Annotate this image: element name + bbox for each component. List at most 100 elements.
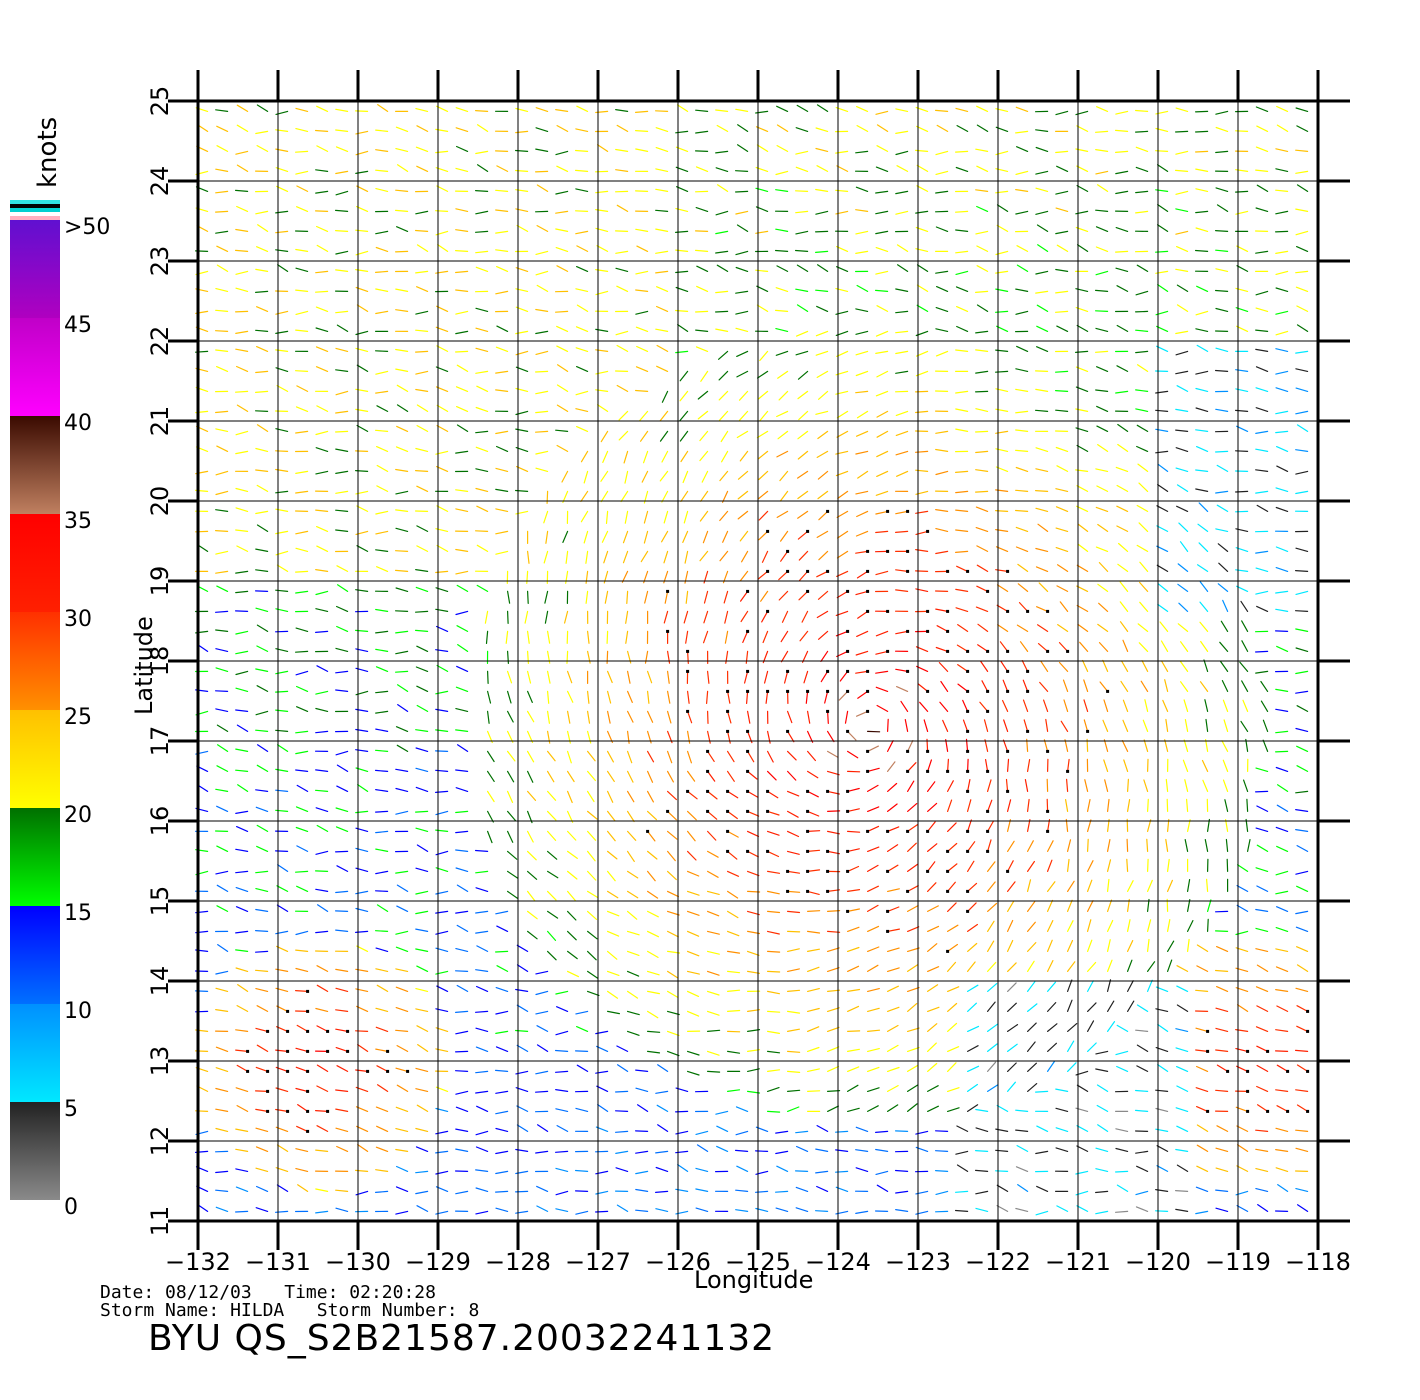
wind-vector [1056, 1205, 1069, 1213]
wind-vector [235, 769, 249, 773]
wind-vector [1119, 621, 1129, 633]
wind-vector [1183, 739, 1189, 753]
wind-vector [516, 1124, 529, 1133]
wind-vector [1095, 1210, 1109, 1215]
wind-vector [766, 890, 780, 895]
wind-vector [1035, 346, 1049, 352]
wind-vector [455, 970, 469, 973]
wind-vector [255, 548, 269, 553]
wind-vector [1106, 798, 1110, 813]
wind-vector [786, 850, 800, 855]
wind-vector [814, 230, 829, 233]
lat-tick-label: 14 [146, 966, 174, 997]
wind-vector [926, 1006, 940, 1013]
wind-vector [586, 970, 599, 979]
wind-vector [1295, 470, 1309, 475]
wind-vector [846, 865, 860, 873]
wind-vector [1246, 798, 1249, 813]
wind-vector [706, 770, 716, 782]
rain-flag-marker [726, 849, 730, 853]
wind-vector [655, 1166, 669, 1173]
wind-vector [935, 1190, 949, 1196]
wind-vector [1205, 718, 1209, 733]
wind-vector [1106, 838, 1111, 853]
rain-flag-marker [806, 689, 810, 693]
wind-vector [315, 608, 329, 613]
wind-vector [855, 1149, 869, 1153]
wind-vector [946, 986, 960, 993]
wind-vector [957, 663, 969, 673]
wind-vector [295, 627, 309, 633]
wind-vector [1214, 450, 1229, 453]
wind-vector [836, 530, 849, 539]
wind-vector [565, 570, 569, 584]
rain-flag-marker [1006, 689, 1010, 693]
wind-vector [1255, 670, 1269, 674]
wind-vector [1098, 602, 1109, 613]
wind-vector [395, 1127, 409, 1133]
wind-vector [1175, 429, 1189, 432]
wind-vector [646, 970, 660, 976]
wind-vector [715, 167, 729, 172]
wind-vector [595, 349, 609, 352]
wind-vector [1099, 681, 1109, 693]
wind-vector [255, 789, 269, 793]
wind-vector [1174, 130, 1189, 133]
wind-vector [1076, 585, 1089, 593]
wind-vector [836, 590, 849, 599]
wind-vector [826, 1065, 840, 1073]
rain-flag-marker [946, 609, 950, 613]
wind-vector [1122, 699, 1129, 713]
wind-vector [1066, 1062, 1077, 1073]
wind-vector [846, 946, 860, 953]
wind-vector [1086, 1042, 1097, 1053]
wind-vector [1126, 880, 1134, 893]
wind-vector [755, 110, 769, 114]
wind-vector [626, 770, 634, 783]
wind-vector [923, 719, 929, 733]
wind-vector [475, 230, 489, 233]
lon-tick-label: −124 [805, 1248, 871, 1276]
wind-vector [435, 570, 449, 574]
wind-vector [735, 1106, 749, 1113]
wind-vector [316, 1064, 329, 1073]
wind-vector [296, 845, 309, 853]
wind-vector [455, 1106, 469, 1113]
wind-vector [766, 1069, 781, 1073]
wind-vector [855, 105, 869, 113]
rain-flag-marker [846, 649, 850, 653]
wind-vector [794, 1170, 809, 1173]
wind-vector [806, 987, 820, 993]
wind-vector [666, 790, 678, 801]
wind-vector [1015, 170, 1029, 175]
wind-vector [826, 1046, 840, 1053]
wind-vector [606, 870, 616, 882]
wind-vector [456, 924, 469, 933]
wind-vector [1116, 484, 1129, 492]
wind-vector [1175, 370, 1189, 375]
wind-vector [1176, 304, 1189, 312]
wind-vector [215, 1206, 229, 1213]
colorbar-tick-label: >50 [64, 215, 111, 240]
wind-vector [395, 726, 409, 733]
wind-vector [496, 325, 509, 332]
wind-vector [666, 710, 672, 724]
wind-vector [1194, 150, 1209, 153]
wind-vector [895, 569, 909, 573]
wind-vector [606, 850, 618, 860]
rain-flag-marker [1106, 689, 1110, 693]
wind-vector [975, 526, 989, 533]
wind-vector [895, 685, 909, 693]
lat-tick-label: 25 [146, 86, 174, 117]
rain-flag-marker [846, 869, 850, 873]
wind-vector [635, 148, 649, 152]
wind-vector [1097, 623, 1109, 633]
wind-vector [376, 464, 389, 472]
wind-vector [415, 586, 429, 593]
wind-vector [215, 690, 229, 693]
wind-vector [216, 724, 229, 733]
wind-vector [682, 530, 689, 544]
rain-flag-marker [926, 769, 930, 773]
wind-vector [296, 185, 309, 192]
wind-vector [1146, 919, 1152, 933]
